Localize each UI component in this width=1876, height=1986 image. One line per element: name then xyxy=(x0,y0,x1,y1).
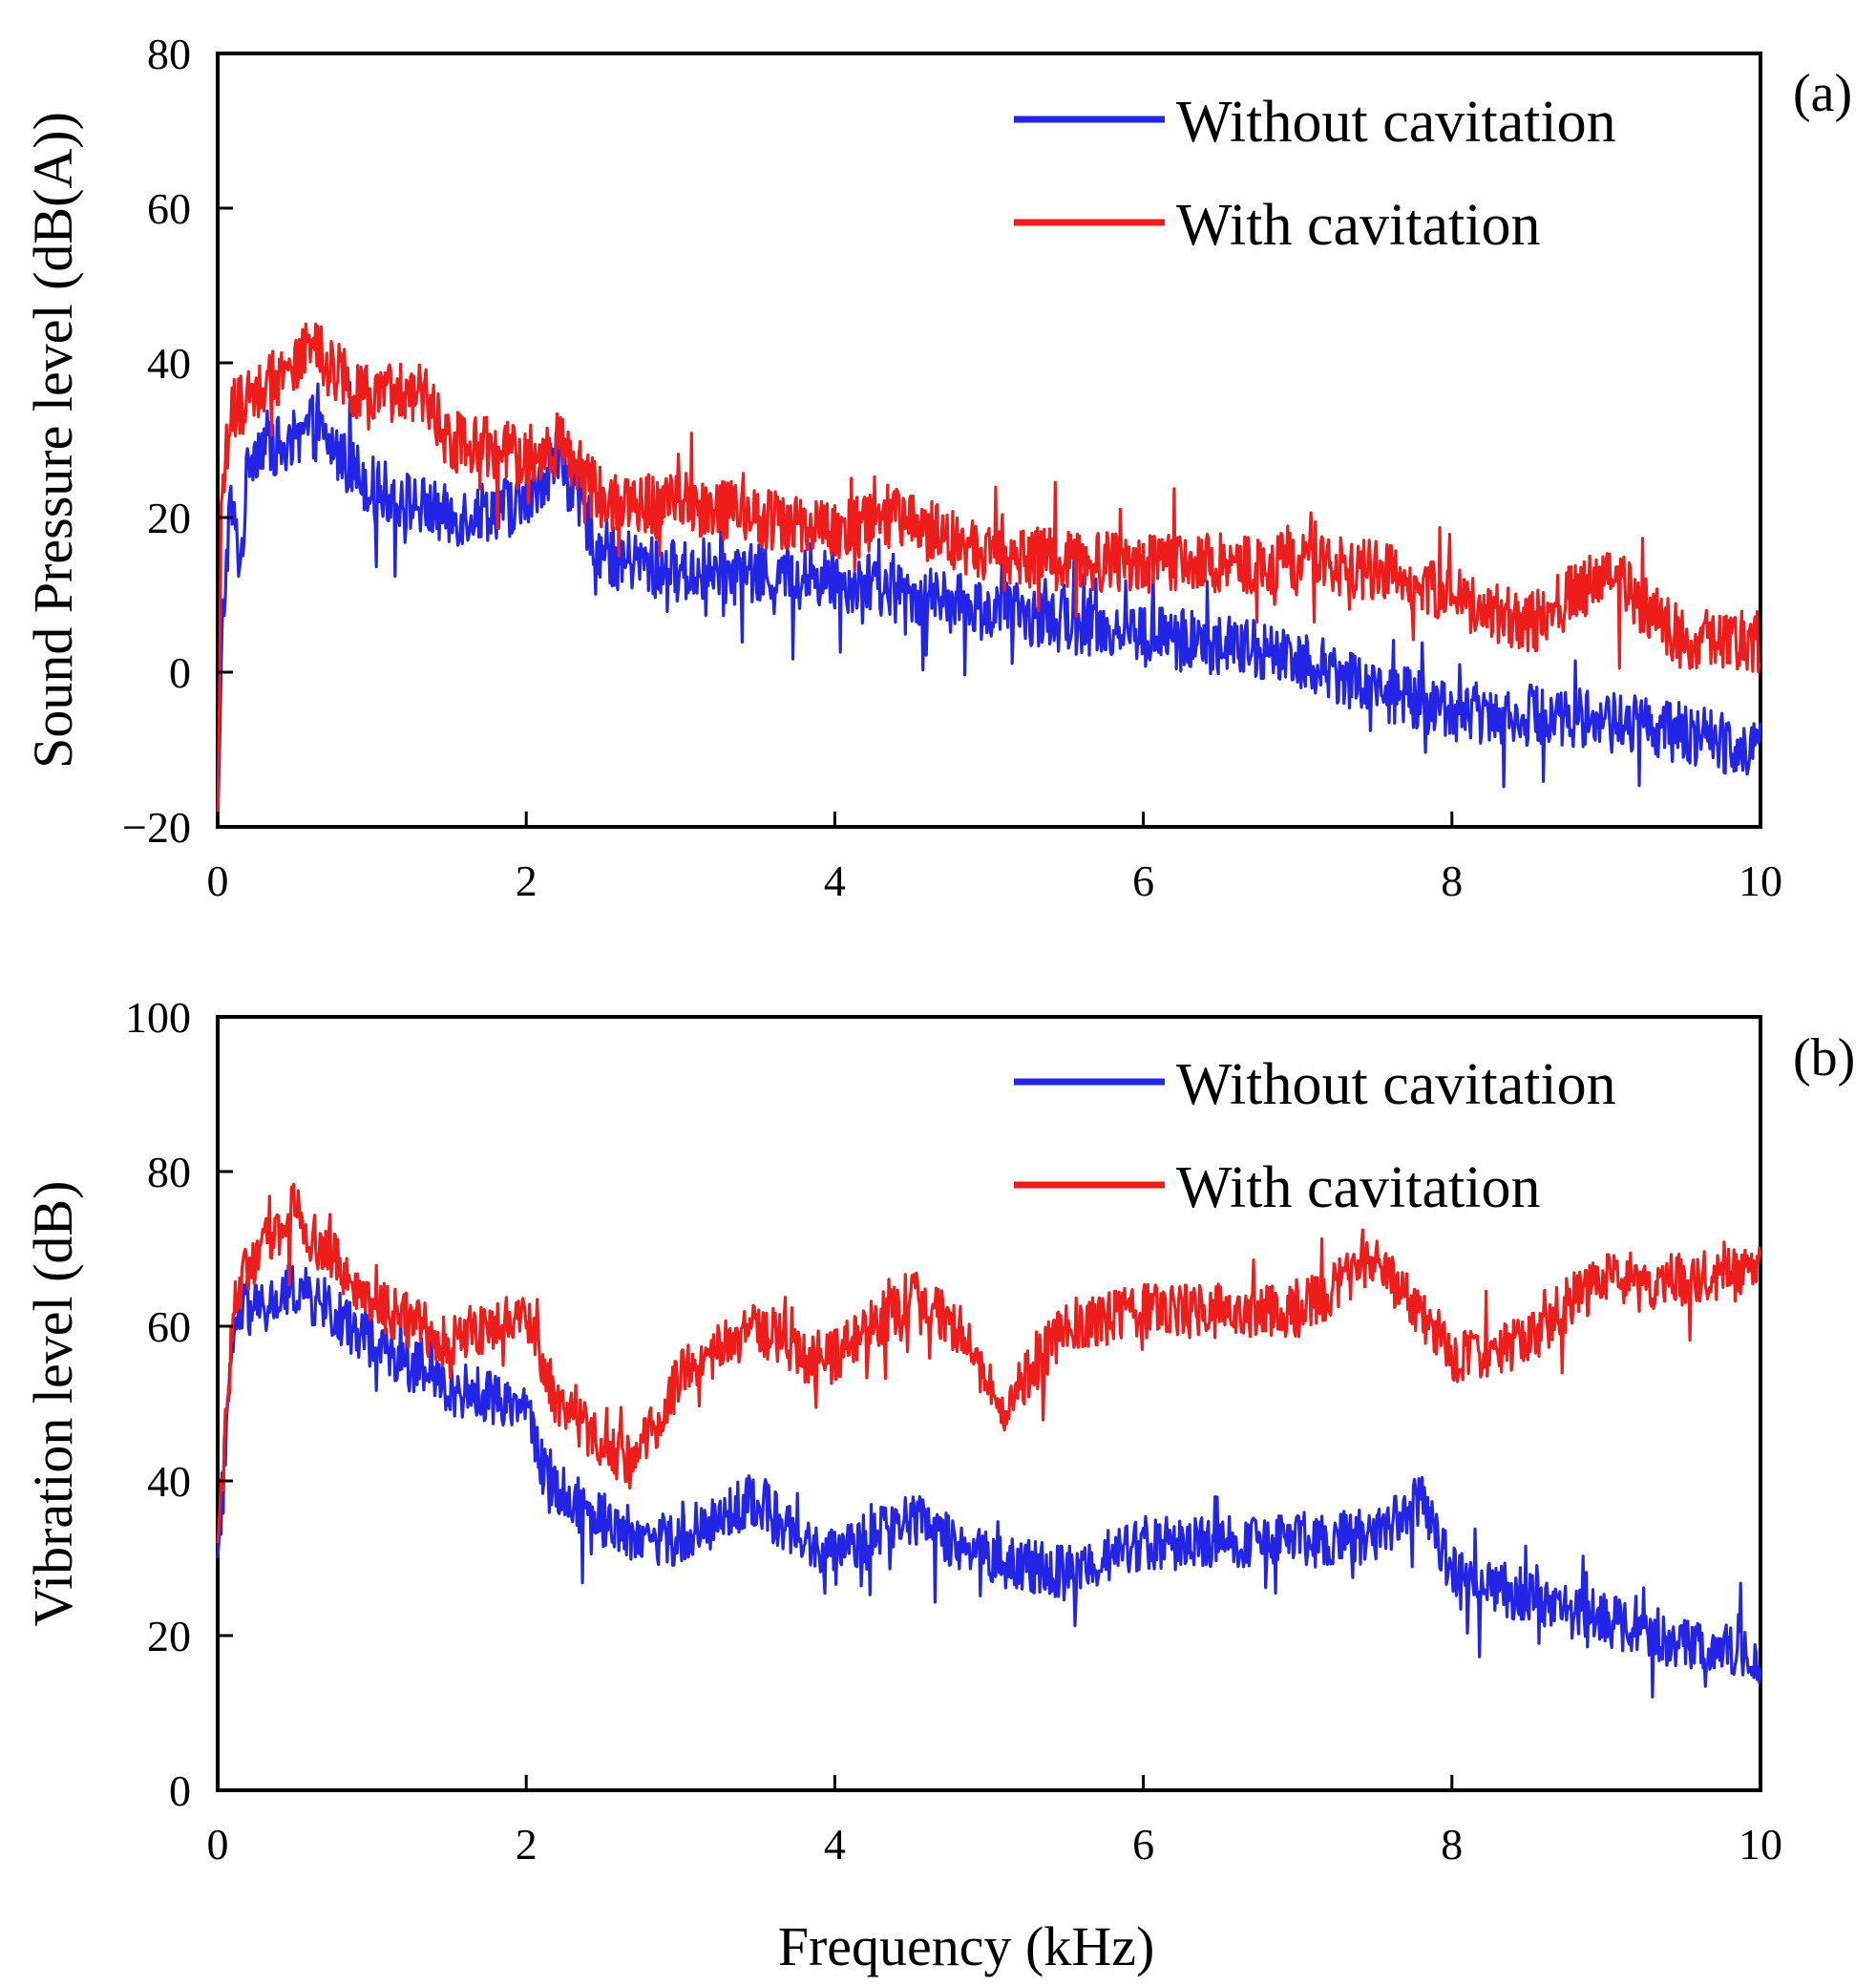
x-tick-label: 10 xyxy=(1739,856,1782,905)
y-tick-label: −20 xyxy=(122,803,191,852)
y-tick-label: 0 xyxy=(169,648,191,697)
x-ticks-a: 0 2 4 6 8 10 xyxy=(207,812,1782,905)
y-tick-label: 0 xyxy=(169,1766,191,1815)
x-tick-label: 6 xyxy=(1132,856,1154,905)
x-tick-label: 8 xyxy=(1441,1820,1463,1869)
series-line-without-cavitation xyxy=(216,1263,1762,1699)
panel-b: 0 2 4 6 8 10 0 20 40 60 80 100 Vibration level (dB… xyxy=(22,993,1855,1869)
y-tick-label: 40 xyxy=(147,339,191,388)
legend-label-with-b: With cavitation xyxy=(1176,1155,1540,1220)
y-tick-label: 80 xyxy=(147,1148,191,1196)
legend-label-with-a: With cavitation xyxy=(1176,193,1540,258)
series-line-with-cavitation xyxy=(216,322,1761,828)
y-tick-label: 100 xyxy=(125,993,191,1042)
x-tick-label: 8 xyxy=(1441,856,1463,905)
legend-a: Without cavitation With cavitation xyxy=(1014,90,1616,258)
plot-frame-b xyxy=(216,1015,1762,1792)
x-tick-label: 0 xyxy=(207,1820,229,1869)
x-axis-title: Frequency (kHz) xyxy=(778,1915,1155,1977)
legend-label-without-a: Without cavitation xyxy=(1176,90,1616,155)
legend-label-without-b: Without cavitation xyxy=(1176,1052,1616,1117)
panel-a: 0 2 4 6 8 10 −20 0 20 40 60 80 Sound Pressure leve… xyxy=(22,30,1852,905)
x-tick-label: 2 xyxy=(516,856,538,905)
x-tick-label: 0 xyxy=(207,856,229,905)
x-tick-label: 4 xyxy=(824,1820,846,1869)
y-tick-label: 60 xyxy=(147,1302,191,1351)
y-axis-title-a: Sound Pressure level (dB(A)) xyxy=(22,112,84,769)
x-tick-label: 6 xyxy=(1132,1820,1154,1869)
series-layer-b xyxy=(216,1182,1762,1699)
y-ticks-a: −20 0 20 40 60 80 xyxy=(122,30,233,852)
x-tick-label: 2 xyxy=(516,1820,538,1869)
panel-label-b: (b) xyxy=(1793,1028,1855,1088)
plot-frame-a xyxy=(216,52,1762,829)
y-tick-label: 60 xyxy=(147,184,191,233)
series-line-with-cavitation xyxy=(216,1182,1762,1543)
panel-label-a: (a) xyxy=(1793,64,1852,123)
x-tick-label: 10 xyxy=(1739,1820,1782,1869)
y-tick-label: 20 xyxy=(147,1612,191,1660)
x-ticks-b: 0 2 4 6 8 10 xyxy=(207,1775,1782,1869)
y-tick-label: 80 xyxy=(147,30,191,78)
y-tick-label: 20 xyxy=(147,494,191,542)
series-line-without-cavitation xyxy=(216,381,1762,828)
y-tick-label: 40 xyxy=(147,1457,191,1506)
series-layer-a xyxy=(216,322,1762,828)
x-tick-label: 4 xyxy=(824,856,846,905)
y-ticks-b: 0 20 40 60 80 100 xyxy=(125,993,233,1815)
legend-b: Without cavitation With cavitation xyxy=(1014,1052,1616,1220)
y-axis-title-b: Vibration level (dB) xyxy=(22,1181,84,1627)
